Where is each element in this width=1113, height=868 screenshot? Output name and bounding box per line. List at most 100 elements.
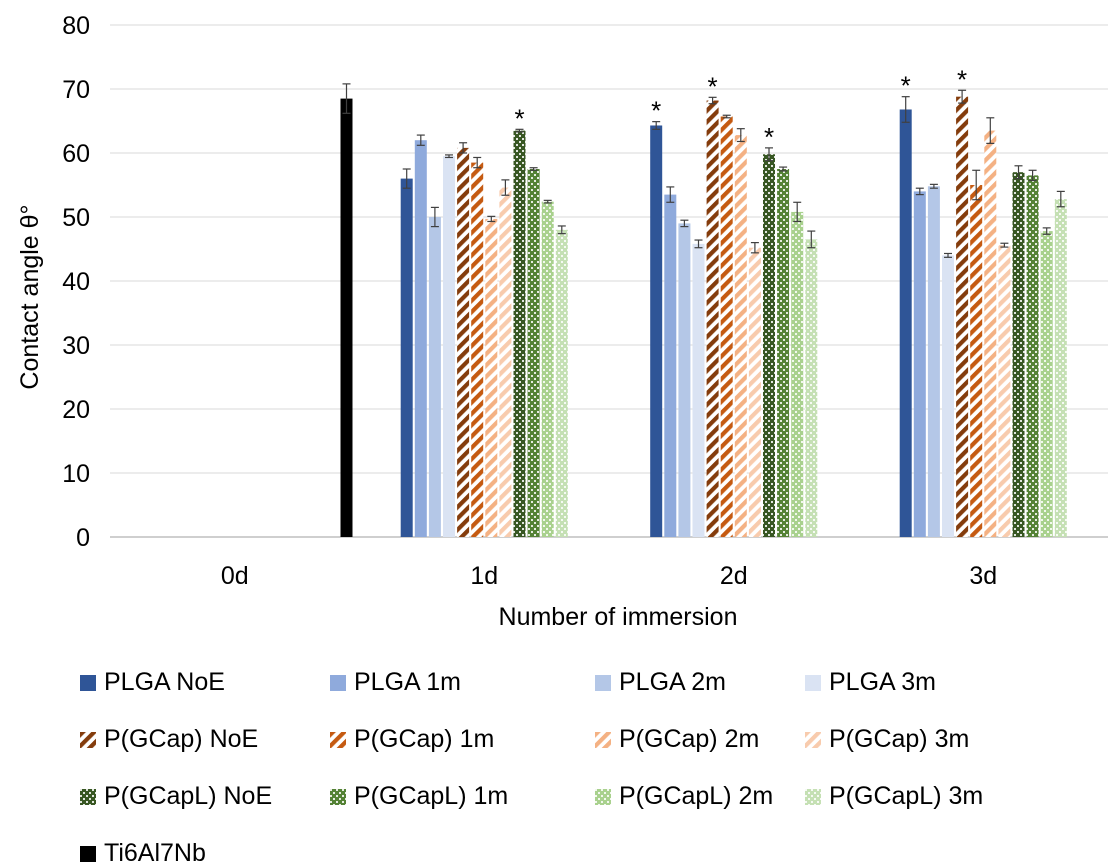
y-tick-label: 10: [62, 460, 90, 488]
bar-plga-3m-1d: [443, 156, 455, 537]
legend-swatch: [80, 788, 96, 805]
significance-star: *: [708, 71, 718, 101]
bar-p-gcapl-3m-3d: [1054, 199, 1067, 537]
bar-p-gcapl-2m-2d: [791, 211, 804, 537]
legend-item: P(GCapL) NoE: [80, 782, 272, 811]
legend-swatch: [595, 674, 611, 691]
bar-plga-1m-1d: [414, 140, 427, 537]
bar-p-gcapl-noe-2d: [763, 154, 775, 537]
bar-p-gcapl-2m-1d: [541, 201, 554, 537]
legend-item: P(GCap) 3m: [805, 725, 969, 754]
bar-p-gcapl-1m-1d: [527, 169, 540, 537]
legend-swatch: [330, 674, 346, 691]
bar-plga-noe-2d: [650, 125, 663, 537]
bars: [340, 96, 1067, 538]
bar-p-gcapl-1m-2d: [777, 169, 790, 537]
legend-swatch: [595, 731, 611, 748]
bar-ti6al7nb: [340, 98, 353, 537]
y-tick-label: 50: [62, 204, 90, 232]
legend-label: P(GCapL) NoE: [104, 782, 273, 810]
bar-p-gcapl-3m-1d: [555, 229, 568, 538]
bar-p-gcap-noe-2d: [706, 100, 719, 538]
legend-item: P(GCap) 2m: [595, 725, 759, 754]
significance-star: *: [901, 71, 911, 101]
legend-swatch: [330, 731, 346, 748]
legend-label: P(GCapL) 2m: [619, 782, 774, 810]
legend-label: P(GCap) 3m: [829, 725, 970, 753]
x-tick-label: 1d: [470, 562, 498, 590]
legend-item: P(GCap) 1m: [330, 725, 494, 754]
bar-plga-3m-3d: [942, 255, 954, 537]
bar-p-gcapl-noe-3d: [1012, 172, 1025, 537]
bar-p-gcap-2m-2d: [734, 135, 747, 537]
bar-p-gcap-1m-2d: [720, 116, 733, 538]
legend-swatch: [595, 788, 611, 805]
y-tick-label: 60: [62, 140, 90, 168]
bar-p-gcap-noe-1d: [457, 147, 470, 537]
x-axis-title: Number of immersion: [499, 603, 738, 631]
legend-label: P(GCap) NoE: [104, 725, 259, 753]
legend-item: P(GCapL) 3m: [805, 782, 983, 811]
bar-plga-2m-2d: [678, 223, 691, 537]
y-tick-label: 20: [62, 396, 90, 424]
bar-plga-2m-1d: [428, 217, 441, 537]
x-tick-label: 3d: [969, 562, 997, 590]
significance-star: *: [957, 64, 967, 94]
bar-p-gcap-3m-2d: [748, 247, 761, 537]
legend-label: PLGA 2m: [619, 668, 726, 696]
bar-plga-1m-3d: [913, 191, 926, 537]
y-tick-label: 0: [76, 524, 90, 552]
legend-item: PLGA 1m: [330, 668, 461, 697]
legend-label: PLGA 1m: [354, 668, 461, 696]
bar-p-gcap-3m-3d: [998, 245, 1011, 537]
legend-label: PLGA NoE: [104, 668, 225, 696]
legend-item: P(GCapL) 1m: [330, 782, 508, 811]
legend-item: P(GCapL) 2m: [595, 782, 773, 811]
y-axis-title: Contact angle θ°: [16, 204, 44, 389]
legend-swatch: [805, 674, 821, 691]
legend-label: P(GCapL) 1m: [354, 782, 509, 810]
bar-plga-2m-3d: [927, 186, 940, 537]
bar-p-gcapl-noe-1d: [513, 130, 526, 537]
grid-lines: [110, 24, 1108, 538]
legend-swatch: [330, 788, 346, 805]
legend-item: Ti6Al7Nb: [80, 839, 206, 868]
bar-p-gcap-1m-3d: [970, 185, 983, 537]
legend-label: P(GCap) 2m: [619, 725, 760, 753]
bar-plga-1m-2d: [664, 194, 677, 537]
bar-p-gcapl-3m-2d: [805, 239, 818, 537]
y-tick-label: 80: [62, 12, 90, 40]
x-axis: 0d 1d 2d 3d: [221, 562, 997, 590]
legend-item: PLGA 2m: [595, 668, 726, 697]
legend-label: Ti6Al7Nb: [104, 839, 206, 867]
y-tick-label: 40: [62, 268, 90, 296]
bar-p-gcap-2m-3d: [984, 130, 997, 537]
bar-p-gcap-2m-1d: [485, 218, 498, 538]
bar-p-gcap-3m-1d: [499, 187, 512, 537]
significance-star: *: [764, 122, 774, 152]
bar-plga-noe-1d: [400, 178, 413, 537]
legend-item: PLGA NoE: [80, 668, 225, 697]
significance-star: *: [514, 103, 524, 133]
legend-label: PLGA 3m: [829, 668, 936, 696]
x-tick-label: 2d: [720, 562, 748, 590]
legend-item: P(GCap) NoE: [80, 725, 258, 754]
x-tick-label: 0d: [221, 562, 249, 590]
y-tick-label: 70: [62, 76, 90, 104]
y-axis: 0 10 20 30 40 50 60 70 80: [62, 12, 90, 552]
significance-star: *: [651, 96, 661, 126]
legend-item: PLGA 3m: [805, 668, 936, 697]
bar-p-gcapl-1m-3d: [1026, 175, 1039, 537]
bar-plga-noe-3d: [899, 109, 912, 537]
error-bars: [342, 83, 1065, 258]
bar-p-gcap-1m-1d: [471, 162, 484, 537]
y-tick-label: 30: [62, 332, 90, 360]
legend-swatch: [80, 731, 96, 748]
legend-swatch: [80, 845, 96, 862]
legend-swatch: [805, 788, 821, 805]
legend-swatch: [80, 674, 96, 691]
legend-label: P(GCap) 1m: [354, 725, 495, 753]
significance-markers: * * * * * *: [514, 64, 967, 152]
legend-swatch: [805, 731, 821, 748]
bar-chart: 0 10 20 30 40 50 60 70 80 0d 1d 2d 3d * * * * * * Contac…: [16, 12, 1108, 631]
